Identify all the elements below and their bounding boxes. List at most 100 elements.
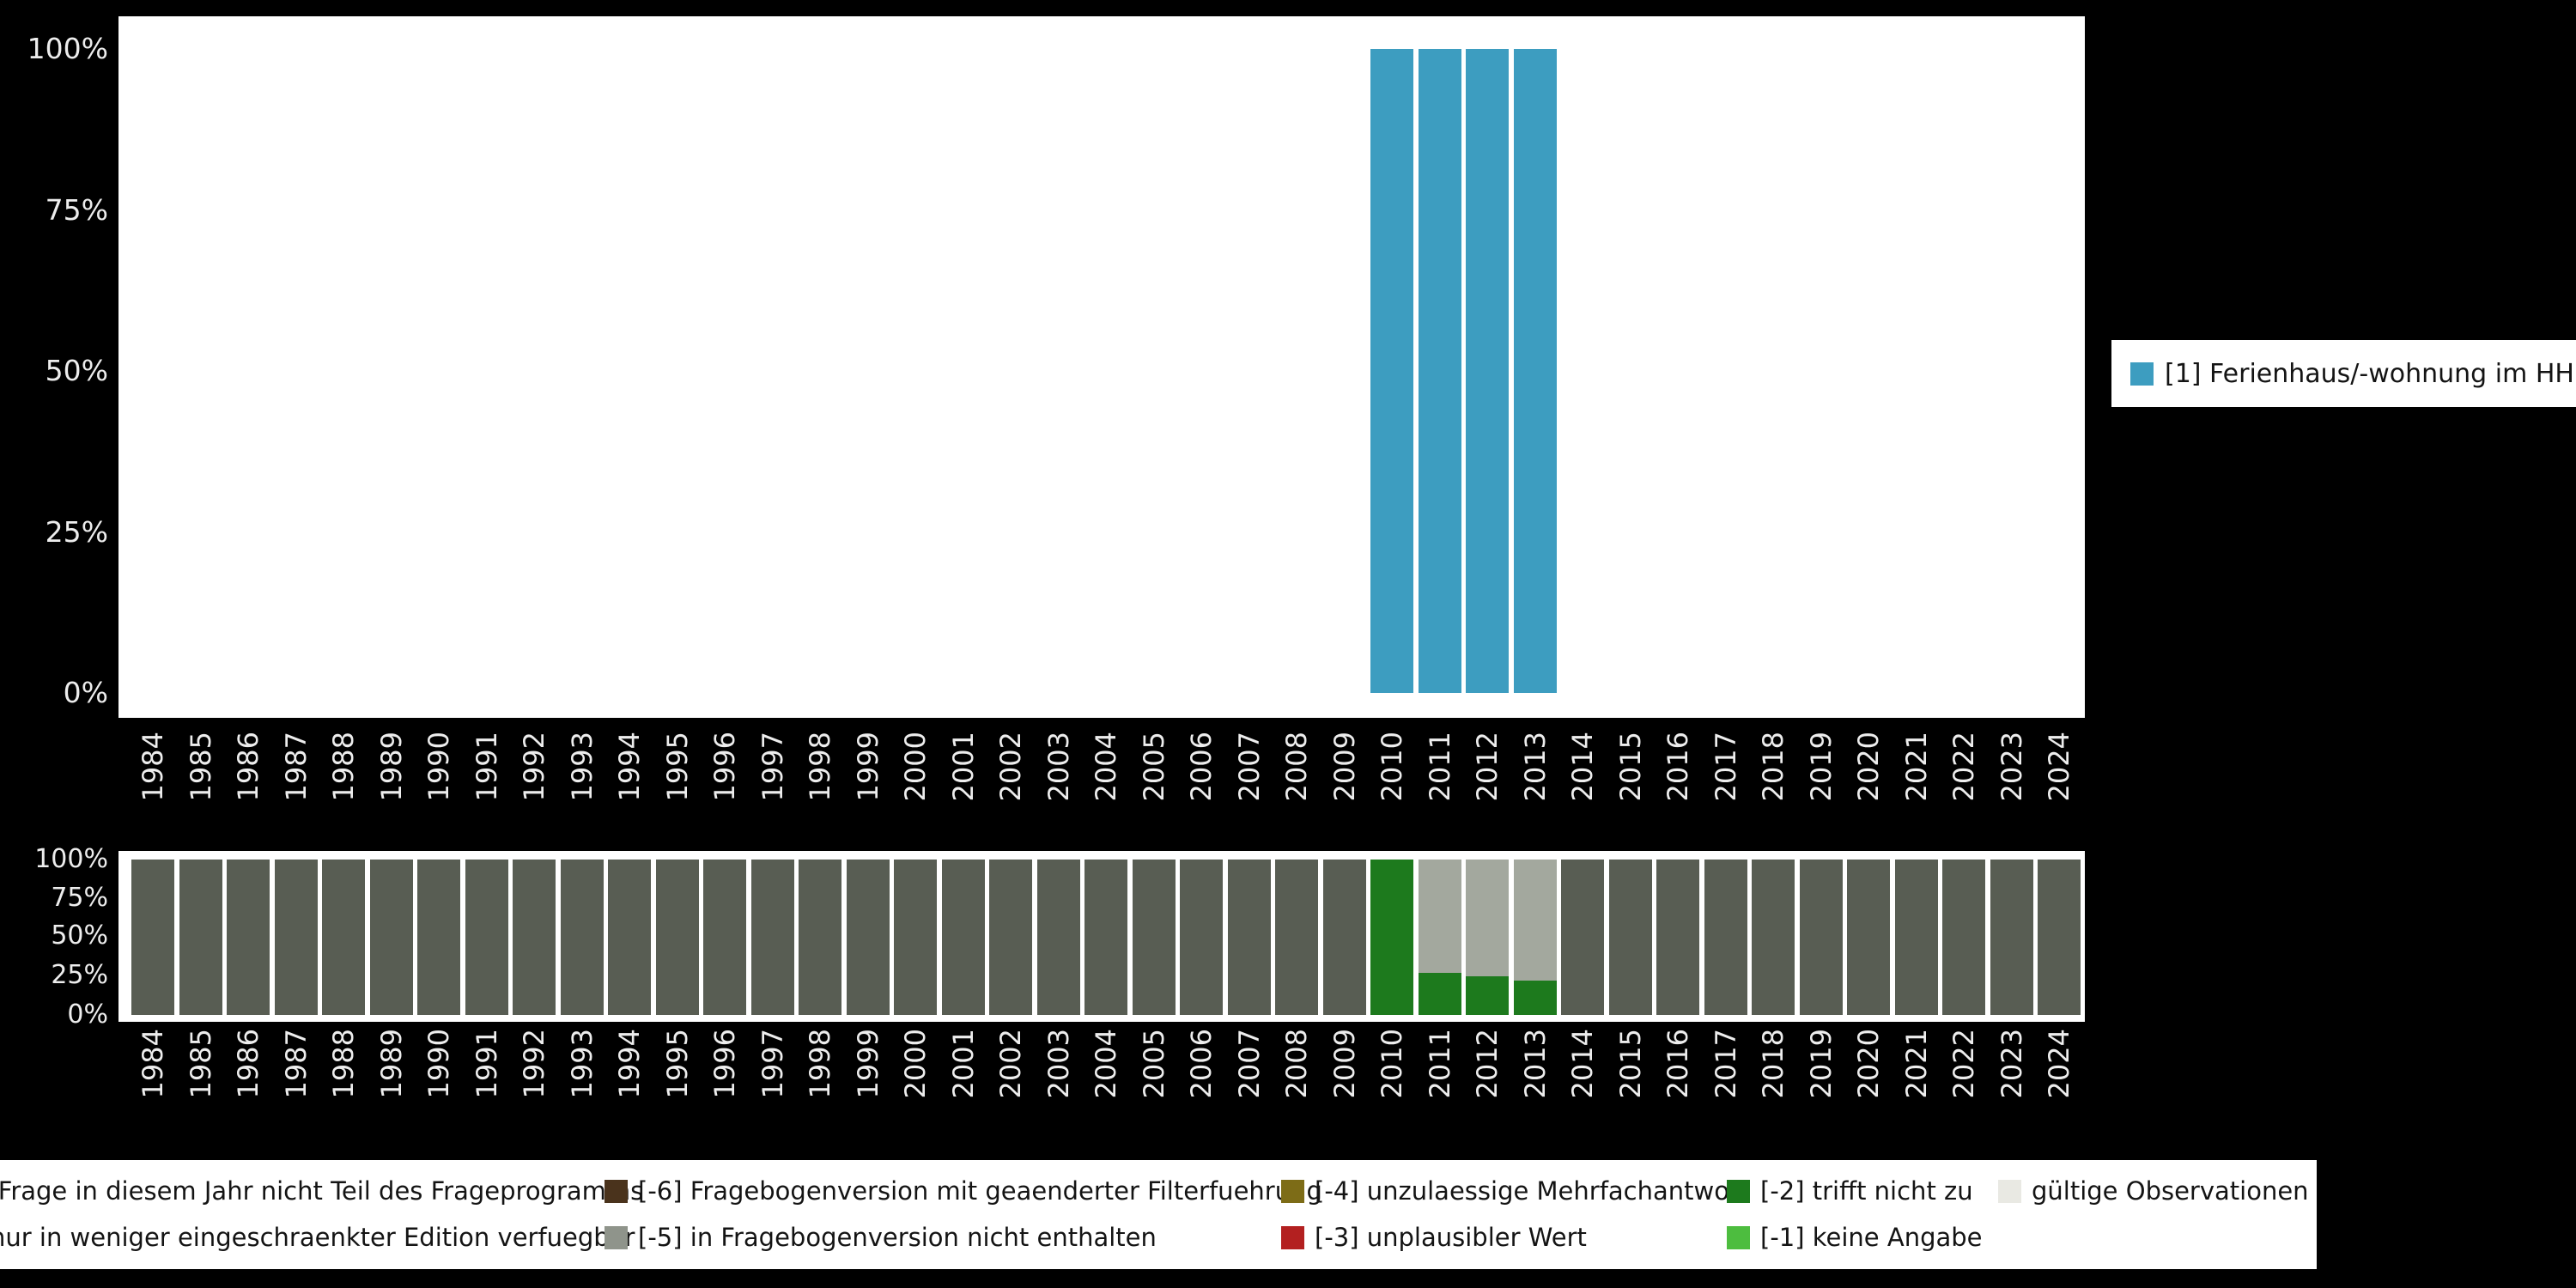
x-axis-label: 1993 (565, 732, 598, 802)
bar-segment-1985[interactable] (179, 860, 222, 1015)
x-axis-label: 2000 (899, 732, 932, 802)
x-axis-label: 1988 (327, 732, 360, 802)
bar-segment-2008[interactable] (1275, 860, 1318, 1015)
bar-segment-2013[interactable] (1513, 49, 1557, 693)
bar-segment-2012[interactable] (1466, 49, 1509, 693)
bar-segment-1987[interactable] (274, 860, 318, 1015)
legend-label: [1] Ferienhaus/-wohnung im HH (2165, 358, 2574, 389)
x-axis-label: 2016 (1662, 1029, 1694, 1099)
bar-segment-2011[interactable] (1418, 49, 1461, 693)
bar-segment-2018[interactable] (1752, 860, 1795, 1015)
bar-segment-2005[interactable] (1132, 860, 1176, 1015)
legend-label: [-5] in Fragebogenversion nicht enthalte… (638, 1223, 1157, 1252)
bar-segment-2002[interactable] (989, 860, 1032, 1015)
x-axis-label: 1996 (708, 1029, 741, 1099)
x-axis-label: 1998 (804, 732, 836, 802)
x-axis-label: 2018 (1757, 732, 1789, 802)
bar-segment-2003[interactable] (1036, 860, 1080, 1015)
bar-segment-2010[interactable] (1370, 860, 1413, 1015)
bar-segment-1992[interactable] (513, 860, 556, 1015)
x-axis-label: 2018 (1757, 1029, 1789, 1099)
x-axis-label: 2010 (1376, 1029, 1408, 1099)
x-axis-label: 1996 (708, 732, 741, 802)
bar-segment-2017[interactable] (1704, 860, 1747, 1015)
x-axis-label: 2022 (1947, 1029, 1980, 1099)
bar-segment-2020[interactable] (1847, 860, 1890, 1015)
bar-segment-1996[interactable] (703, 860, 746, 1015)
bar-segment-1998[interactable] (799, 860, 841, 1015)
x-axis-label: 2012 (1471, 1029, 1504, 1099)
bar-segment-2021[interactable] (1894, 860, 1938, 1015)
bar-segment-1988[interactable] (322, 860, 365, 1015)
bar-segment-2012[interactable] (1466, 975, 1509, 1015)
x-axis-label: 2022 (1947, 732, 1980, 802)
legend-item[interactable]: [-1] keine Angabe (1727, 1222, 1983, 1253)
bar-segment-1984[interactable] (131, 860, 174, 1015)
x-axis-label: 1994 (613, 1029, 646, 1099)
bar-segment-1989[interactable] (369, 860, 413, 1015)
bar-segment-1997[interactable] (750, 860, 794, 1015)
legend-item[interactable]: [-4] unzulaessige Mehrfachantwort (1281, 1176, 1749, 1206)
bar-segment-2023[interactable] (1990, 860, 2033, 1015)
bar-segment-1990[interactable] (417, 860, 460, 1015)
bar-segment-2022[interactable] (1942, 860, 1985, 1015)
x-axis-label: 1984 (137, 732, 169, 802)
x-axis-label: 1991 (470, 732, 503, 802)
legend-swatch (1281, 1179, 1304, 1203)
bar-segment-2016[interactable] (1656, 860, 1699, 1015)
x-axis-label: 2020 (1852, 732, 1885, 802)
legend-item[interactable]: [-5] in Fragebogenversion nicht enthalte… (605, 1222, 1157, 1253)
x-axis-label: 1990 (422, 1029, 455, 1099)
bar-segment-2010[interactable] (1370, 49, 1413, 693)
bar-segment-1986[interactable] (227, 860, 270, 1015)
x-axis-label: 1992 (518, 732, 550, 802)
bar-segment-2004[interactable] (1084, 860, 1127, 1015)
bar-segment-2009[interactable] (1322, 860, 1366, 1015)
bar-segment-2011[interactable] (1418, 860, 1461, 974)
legend-item[interactable]: [-8] Frage in diesem Jahr nicht Teil des… (0, 1176, 643, 1206)
bar-segment-2007[interactable] (1227, 860, 1271, 1015)
x-axis-label: 1985 (184, 1029, 217, 1099)
bar-segment-2000[interactable] (894, 860, 937, 1015)
percent-chart-plot (118, 16, 2085, 718)
bar-segment-1993[interactable] (560, 860, 604, 1015)
x-axis-label: 2015 (1613, 1029, 1647, 1099)
x-axis-label: 2021 (1899, 732, 1933, 802)
bar-segment-2001[interactable] (941, 860, 985, 1015)
bar-segment-2024[interactable] (2038, 860, 2081, 1015)
bar-segment-2006[interactable] (1180, 860, 1223, 1015)
bar-segment-1999[interactable] (846, 860, 890, 1015)
bar-segment-2013[interactable] (1513, 860, 1557, 981)
bar-segment-2013[interactable] (1513, 981, 1557, 1015)
bar-segment-1991[interactable] (465, 860, 508, 1015)
x-axis-label: 1986 (232, 1029, 264, 1099)
legend-item[interactable]: gültige Observationen (1998, 1176, 2309, 1206)
x-axis-label: 2001 (946, 1029, 980, 1099)
legend-item[interactable]: nur in weniger eingeschraenkter Edition … (0, 1222, 635, 1253)
legend-swatch (605, 1179, 628, 1203)
x-axis-label: 1998 (804, 1029, 836, 1099)
legend-label: [-1] keine Angabe (1760, 1223, 1983, 1252)
bar-segment-2019[interactable] (1799, 860, 1843, 1015)
bar-segment-2012[interactable] (1466, 860, 1509, 976)
bar-segment-2014[interactable] (1561, 860, 1604, 1015)
x-axis-label: 1989 (374, 1029, 408, 1099)
x-axis-label: 1988 (327, 1029, 360, 1099)
legend-item[interactable]: [-3] unplausibler Wert (1281, 1222, 1587, 1253)
x-axis-label: 1995 (660, 732, 694, 802)
legend-label: [-4] unzulaessige Mehrfachantwort (1315, 1176, 1750, 1206)
x-axis-label: 2007 (1232, 1029, 1266, 1099)
x-axis-label: 2007 (1232, 732, 1266, 802)
legend-item[interactable]: [-2] trifft nicht zu (1727, 1176, 1973, 1206)
legend-item[interactable]: [-6] Fragebogenversion mit geaenderter F… (605, 1176, 1322, 1206)
x-axis-label: 2019 (1804, 1029, 1838, 1099)
x-axis-label: 1986 (232, 732, 264, 802)
legend-swatch (605, 1225, 628, 1249)
bar-segment-2011[interactable] (1418, 973, 1461, 1015)
bar-segment-2015[interactable] (1608, 860, 1652, 1015)
x-axis-label: 1989 (374, 732, 408, 802)
legend-label: gültige Observationen (2032, 1176, 2309, 1206)
x-axis-label: 1997 (756, 1029, 789, 1099)
bar-segment-1995[interactable] (655, 860, 699, 1015)
bar-segment-1994[interactable] (608, 860, 651, 1015)
